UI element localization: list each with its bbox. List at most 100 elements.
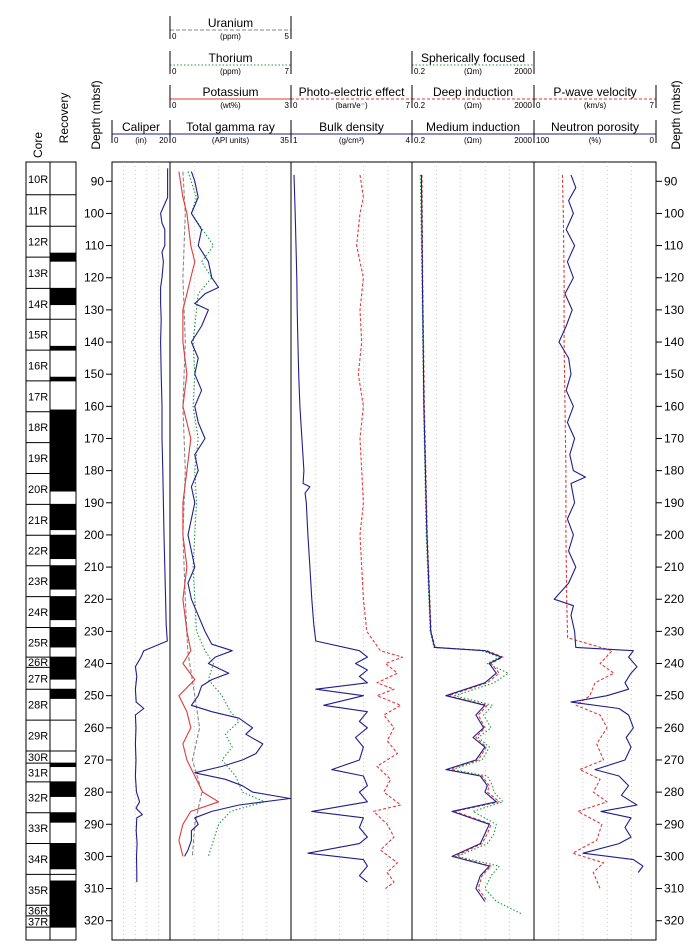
curve-unit-caliper: (in): [135, 136, 147, 145]
curve-unit-deep-induction: (Ωm): [464, 101, 482, 110]
curve-total-gamma-ray: [184, 171, 291, 857]
core-label-24r: 24R: [28, 607, 48, 619]
curve-max-medium-induction: 2000: [514, 136, 532, 145]
core-label-17r: 17R: [28, 391, 48, 403]
depth-tick-label-left: 310: [84, 882, 104, 896]
depth-tick-label-right: 200: [664, 528, 684, 542]
core-label-30r: 30R: [28, 752, 48, 764]
curve-max-neutron-porosity: 0: [650, 136, 655, 145]
curve-medium-induction: [420, 174, 503, 902]
core-label-33r: 33R: [28, 823, 48, 835]
recovery-bar-19r: [50, 442, 76, 474]
curve-max-photo-electric-effect: 7: [406, 101, 411, 110]
depth-tick-label-left: 130: [84, 303, 104, 317]
core-label-27r: 27R: [28, 673, 48, 685]
depth-axis-label-left: Depth (mbsf): [89, 80, 103, 149]
depth-tick-label-right: 320: [664, 914, 684, 928]
depth-tick-label-left: 230: [84, 624, 104, 638]
core-column-header: Core: [31, 132, 45, 158]
curve-p-wave-velocity: [561, 174, 615, 889]
curve-potassium: [178, 171, 220, 857]
core-label-15r: 15R: [28, 330, 48, 342]
core-label-29r: 29R: [28, 731, 48, 743]
curve-min-thorium: 0: [172, 67, 177, 76]
core-label-20r: 20R: [28, 484, 48, 496]
depth-tick-label-left: 140: [84, 335, 104, 349]
curve-unit-bulk-density: (g/cm³): [339, 136, 365, 145]
depth-tick-label-right: 230: [664, 624, 684, 638]
depth-tick-label-left: 250: [84, 689, 104, 703]
curve-name-uranium: Uranium: [208, 16, 253, 30]
curve-max-thorium: 7: [285, 67, 290, 76]
core-recovery-column: 10R 11R 12R 13R 14R 15R 16R 17R 18R 19R 20R 21R 22R 2…: [25, 161, 77, 941]
curve-min-uranium: 0: [172, 32, 177, 41]
curve-min-neutron-porosity: 100: [536, 136, 550, 145]
curve-min-spherically-focused: 0.2: [414, 67, 426, 76]
recovery-bar-33r: [50, 812, 76, 823]
curve-unit-photo-electric-effect: (barn/e⁻): [335, 101, 368, 110]
core-label-10r: 10R: [28, 174, 48, 186]
core-label-16r: 16R: [28, 361, 48, 373]
core-label-19r: 19R: [28, 453, 48, 465]
depth-tick-label-right: 100: [664, 206, 684, 220]
curve-min-bulk-density: 1: [293, 136, 298, 145]
curve-spherically-focused: [419, 174, 523, 915]
recovery-bar-22r: [50, 535, 76, 560]
track-frame-resistivity: [411, 161, 535, 941]
depth-tick-label-right: 210: [664, 560, 684, 574]
curve-max-spherically-focused: 2000: [514, 67, 532, 76]
curve-max-bulk-density: 4: [406, 136, 411, 145]
curve-name-potassium: Potassium: [202, 85, 258, 99]
curve-neutron-porosity: [553, 174, 644, 873]
core-label-35r: 35R: [28, 885, 48, 897]
curve-max-p-wave-velocity: 7: [650, 101, 655, 110]
track-frame-sonic: [533, 161, 657, 941]
curve-unit-neutron-porosity: (%): [589, 136, 602, 145]
depth-tick-label-left: 160: [84, 399, 104, 413]
recovery-bar-31r: [50, 763, 76, 768]
depth-tick-label-right: 220: [664, 592, 684, 606]
depth-tick-label-left: 270: [84, 753, 104, 767]
curve-deep-induction: [421, 174, 504, 902]
recovery-bar-21r: [50, 504, 76, 531]
curve-min-caliper: 0: [114, 136, 119, 145]
depth-tick-label-right: 150: [664, 367, 684, 381]
recovery-bar-35r: [50, 880, 76, 906]
depth-tick-label-left: 280: [84, 785, 104, 799]
depth-tick-label-right: 250: [664, 689, 684, 703]
recovery-bar-26r: [50, 657, 76, 668]
curve-max-deep-induction: 2000: [514, 101, 532, 110]
curve-min-potassium: 0: [172, 101, 177, 110]
core-label-34r: 34R: [28, 854, 48, 866]
depth-tick-label-right: 290: [664, 817, 684, 831]
curve-photo-electric-effect: [356, 174, 404, 890]
depth-tick-label-right: 160: [664, 399, 684, 413]
curve-unit-medium-induction: (Ωm): [464, 136, 482, 145]
recovery-bar-24r: [50, 596, 76, 621]
core-label-36r: 36R: [28, 906, 48, 918]
track-headers: Caliper (in) 0 20 Uranium (ppm) 0 5 Thorium (ppm)…: [111, 16, 657, 145]
recovery-bar-12r: [50, 252, 76, 258]
depth-tick-label-left: 290: [84, 817, 104, 831]
recovery-bar-34r: [50, 843, 76, 870]
track-frames: [111, 161, 657, 941]
curve-bulk-density: [293, 174, 368, 883]
curve-name-thorium: Thorium: [208, 51, 252, 65]
depth-tick-label-right: 130: [664, 303, 684, 317]
track-frame-gamma: [169, 161, 292, 941]
curve-name-bulk-density: Bulk density: [319, 120, 384, 134]
curve-name-neutron-porosity: Neutron porosity: [551, 120, 639, 134]
depth-tick-label-left: 210: [84, 560, 104, 574]
core-label-31r: 31R: [28, 768, 48, 780]
curve-min-deep-induction: 0.2: [414, 101, 426, 110]
curve-name-photo-electric-effect: Photo-electric effect: [299, 85, 405, 99]
curve-max-total-gamma-ray: 35: [280, 136, 289, 145]
depth-tick-label-right: 300: [664, 849, 684, 863]
depth-tick-label-left: 260: [84, 721, 104, 735]
depth-tick-label-left: 90: [91, 174, 105, 188]
core-label-32r: 32R: [28, 792, 48, 804]
depth-tick-label-left: 200: [84, 528, 104, 542]
depth-tick-label-right: 90: [664, 174, 678, 188]
core-label-26r: 26R: [28, 657, 48, 669]
recovery-bar-25r: [50, 627, 76, 648]
